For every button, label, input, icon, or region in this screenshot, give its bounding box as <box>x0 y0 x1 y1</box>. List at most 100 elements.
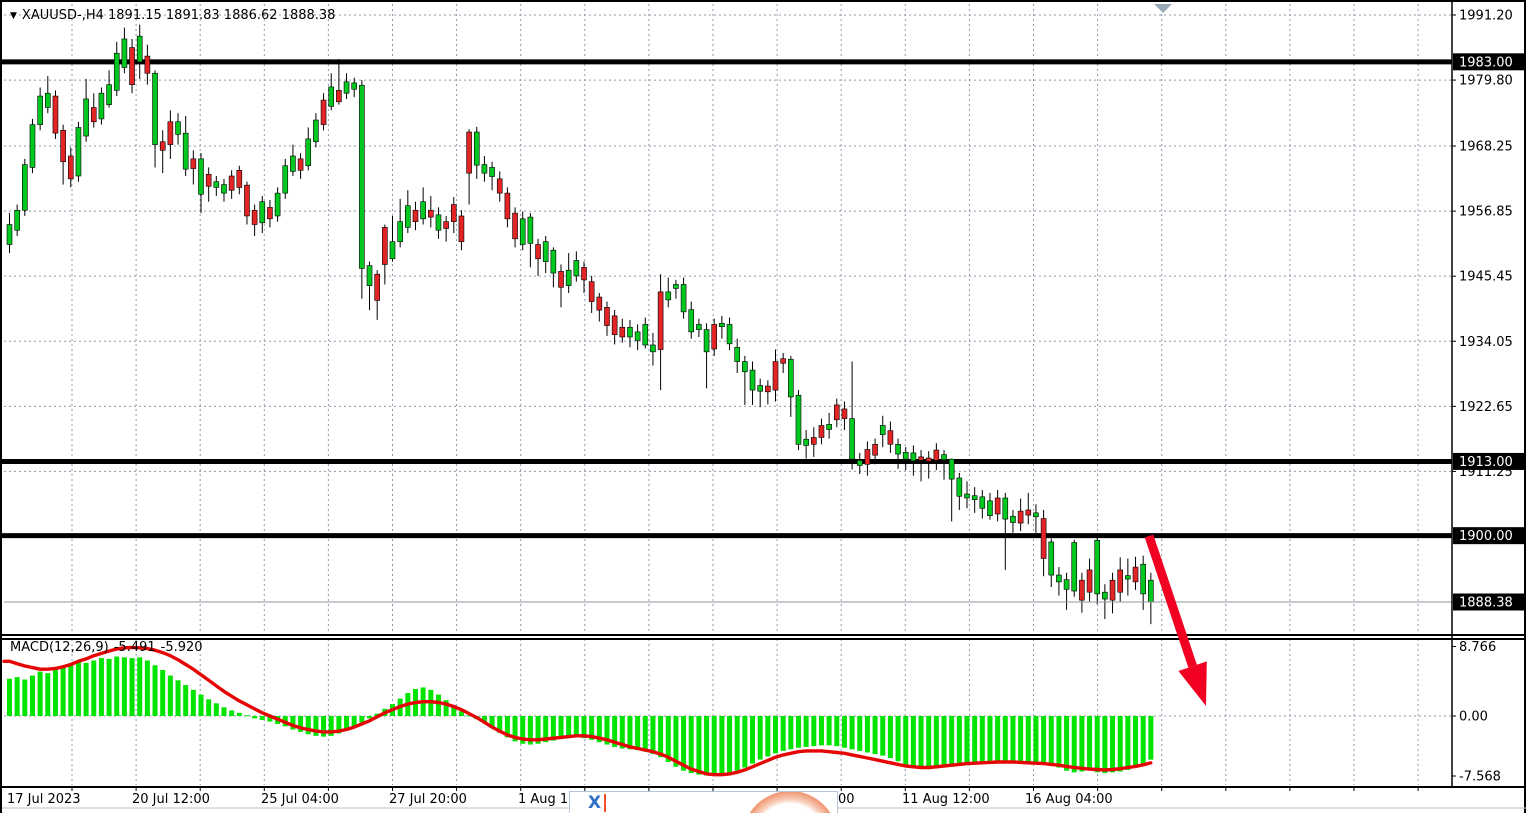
macd-histogram-bar <box>321 716 327 737</box>
candle-body <box>964 493 970 499</box>
candle-body <box>136 35 143 63</box>
candle-body <box>1102 591 1108 600</box>
macd-histogram-bar <box>1071 716 1077 773</box>
candlestick-series[interactable] <box>6 24 1154 625</box>
macd-histogram-bar <box>895 716 901 762</box>
time-axis-label: 27 Jul 20:00 <box>389 792 467 807</box>
macd-histogram-bar <box>527 716 533 745</box>
candle-body <box>742 361 748 373</box>
candle-body <box>895 444 901 455</box>
candle-body <box>634 331 641 341</box>
candle-body <box>52 95 59 134</box>
macd-histogram-bar <box>213 703 219 716</box>
macd-histogram-bar <box>1041 716 1047 764</box>
candle-body <box>680 284 687 313</box>
candle-body <box>711 324 718 350</box>
macd-histogram-bar <box>795 716 801 748</box>
candle-body <box>98 92 105 120</box>
macd-histogram-bar <box>773 716 778 754</box>
candle-body <box>1140 563 1146 595</box>
macd-histogram-bar <box>183 685 189 716</box>
macd-axis-label: 8.766 <box>1459 640 1496 655</box>
macd-histogram-bar <box>290 716 296 730</box>
macd-histogram-bar <box>367 716 373 719</box>
macd-histogram-bar <box>359 716 365 723</box>
overlay-popup[interactable]: X <box>569 791 838 813</box>
price-label-box <box>1453 452 1525 470</box>
macd-histogram-bar <box>121 657 127 716</box>
macd-histogram-bar <box>849 716 855 750</box>
candle-body <box>918 456 924 461</box>
price-axis-label: 1968.25 <box>1459 140 1513 155</box>
trend-arrow-annotation[interactable] <box>1144 534 1207 706</box>
candle-body <box>397 221 403 242</box>
candle-body <box>236 169 243 188</box>
candle-body <box>833 404 840 421</box>
macd-histogram-bar <box>750 716 756 764</box>
candle-body <box>703 329 710 353</box>
candle-body <box>267 207 273 220</box>
symbol-dropdown-icon[interactable]: ▼ <box>10 11 17 21</box>
macd-panel[interactable] <box>2 645 1452 777</box>
macd-histogram-bar <box>918 716 924 769</box>
overlay-popup-text[interactable]: X <box>588 793 602 813</box>
macd-histogram-bar <box>972 716 978 765</box>
macd-histogram-bar <box>1087 716 1093 770</box>
candle-body <box>864 449 871 465</box>
macd-histogram-bar <box>336 716 342 734</box>
candle-body <box>1109 579 1116 601</box>
macd-histogram-bar <box>37 671 43 716</box>
candle-body <box>719 322 725 328</box>
macd-histogram-bar <box>75 661 81 716</box>
candle-body <box>849 418 855 460</box>
macd-histogram-bar <box>535 716 541 744</box>
candle-body <box>282 165 289 194</box>
macd-histogram-bar <box>757 716 763 760</box>
gridlines <box>4 4 1452 785</box>
candle-body <box>565 269 572 286</box>
candle-body <box>113 52 120 91</box>
candle-body <box>971 495 978 500</box>
candle-body <box>83 98 89 137</box>
panel-separator[interactable] <box>2 634 1526 788</box>
macd-histogram-bar <box>841 716 847 748</box>
candle-body <box>749 369 756 391</box>
candle-body <box>642 324 649 346</box>
candle-body <box>512 212 518 240</box>
macd-histogram-bar <box>344 716 350 731</box>
macd-histogram-bar <box>979 716 985 764</box>
macd-axis-label: 0.00 <box>1459 710 1488 725</box>
candle-body <box>1002 497 1009 520</box>
candle-body <box>550 249 557 274</box>
price-axis-label: 1991.20 <box>1459 9 1513 24</box>
candle-body <box>872 444 878 456</box>
arrow-head <box>1178 661 1207 706</box>
candle-body <box>450 204 457 222</box>
horizontal-level-lines[interactable] <box>2 59 1452 539</box>
candle-body <box>106 84 112 105</box>
candle-body <box>29 124 36 168</box>
macd-histogram-bar <box>1002 716 1008 762</box>
macd-histogram-bar <box>1117 716 1123 772</box>
macd-histogram-bar <box>826 716 832 746</box>
scroll-to-end-marker[interactable] <box>1154 4 1172 13</box>
time-axis-label: 20 Jul 12:00 <box>132 792 210 807</box>
candle-body <box>1079 579 1085 601</box>
macd-histogram-bar <box>1025 716 1031 764</box>
macd-histogram-bar <box>627 716 633 750</box>
end-marker-triangle <box>1154 4 1172 13</box>
candle-body <box>1063 579 1070 590</box>
macd-histogram-bar <box>818 716 824 746</box>
candle-body <box>1048 541 1055 576</box>
macd-histogram-bar <box>964 716 970 766</box>
macd-histogram-bar <box>1033 716 1039 763</box>
macd-histogram-bar <box>665 716 671 762</box>
candle-body <box>1132 566 1139 583</box>
price-axis-label: 1979.80 <box>1459 74 1513 89</box>
candle-body <box>22 164 28 211</box>
candle-body <box>1117 569 1123 593</box>
symbol-ohlc-header: ▼ XAUUSD-,H4 1891.15 1891.83 1886.62 1888… <box>10 8 335 23</box>
price-axis-label: 1956.85 <box>1459 205 1513 220</box>
candle-body <box>259 201 266 224</box>
